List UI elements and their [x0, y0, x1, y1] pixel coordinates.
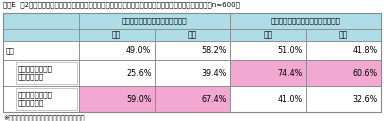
- Bar: [230, 13, 381, 29]
- Text: 59.0%: 59.0%: [126, 95, 152, 103]
- Text: 49.0%: 49.0%: [126, 46, 152, 55]
- Text: 25.6%: 25.6%: [126, 68, 152, 77]
- Bar: [79, 60, 154, 86]
- Bar: [230, 29, 306, 41]
- Text: 今回: 今回: [263, 30, 272, 39]
- Text: ※背景色付きは，全体の回答率を超える数値: ※背景色付きは，全体の回答率を超える数値: [3, 114, 84, 121]
- Bar: [230, 60, 306, 86]
- Bar: [154, 29, 230, 41]
- Bar: [154, 60, 230, 86]
- Bar: [79, 13, 230, 29]
- Text: ３年後は勤続し続けていないと思う: ３年後は勤続し続けていないと思う: [270, 18, 341, 24]
- Bar: [3, 86, 79, 112]
- Bar: [79, 41, 154, 60]
- Bar: [3, 13, 381, 112]
- Bar: [154, 86, 230, 112]
- Bar: [3, 13, 79, 41]
- Bar: [16, 62, 77, 84]
- Text: 勤務先はホワイト
企業だと思う: 勤務先はホワイト 企業だと思う: [18, 92, 53, 106]
- Bar: [154, 41, 230, 60]
- Bar: [3, 60, 79, 86]
- Text: 41.0%: 41.0%: [277, 95, 303, 103]
- Bar: [230, 86, 306, 112]
- Text: 51.0%: 51.0%: [277, 46, 303, 55]
- Text: 41.8%: 41.8%: [353, 46, 378, 55]
- Text: 32.6%: 32.6%: [353, 95, 378, 103]
- Bar: [306, 86, 381, 112]
- Text: 58.2%: 58.2%: [202, 46, 227, 55]
- Bar: [306, 41, 381, 60]
- Bar: [306, 60, 381, 86]
- Text: 勤務先はブラック
企業だと思う: 勤務先はブラック 企業だと思う: [18, 66, 53, 80]
- Text: ３年後も勤続し続けていると思う: ３年後も勤続し続けていると思う: [122, 18, 187, 24]
- Text: 60.6%: 60.6%: [353, 68, 378, 77]
- Text: 全体: 全体: [6, 47, 15, 54]
- Bar: [3, 41, 79, 60]
- Text: 74.4%: 74.4%: [277, 68, 303, 77]
- Text: 39.4%: 39.4%: [202, 68, 227, 77]
- Bar: [79, 86, 154, 112]
- Bar: [306, 29, 381, 41]
- Bar: [79, 29, 154, 41]
- Bar: [230, 41, 306, 60]
- Text: 今回: 今回: [112, 30, 121, 39]
- Text: 前回: 前回: [339, 30, 348, 39]
- Text: 67.4%: 67.4%: [202, 95, 227, 103]
- Bar: [16, 88, 77, 110]
- Text: 図表E  第2回「若手社員の仕事・会社に対する満足度」調査　／　勤続意識とブラック企業意識の相関　（n=600）: 図表E 第2回「若手社員の仕事・会社に対する満足度」調査 ／ 勤続意識とブラック…: [3, 1, 240, 8]
- Text: 前回: 前回: [188, 30, 197, 39]
